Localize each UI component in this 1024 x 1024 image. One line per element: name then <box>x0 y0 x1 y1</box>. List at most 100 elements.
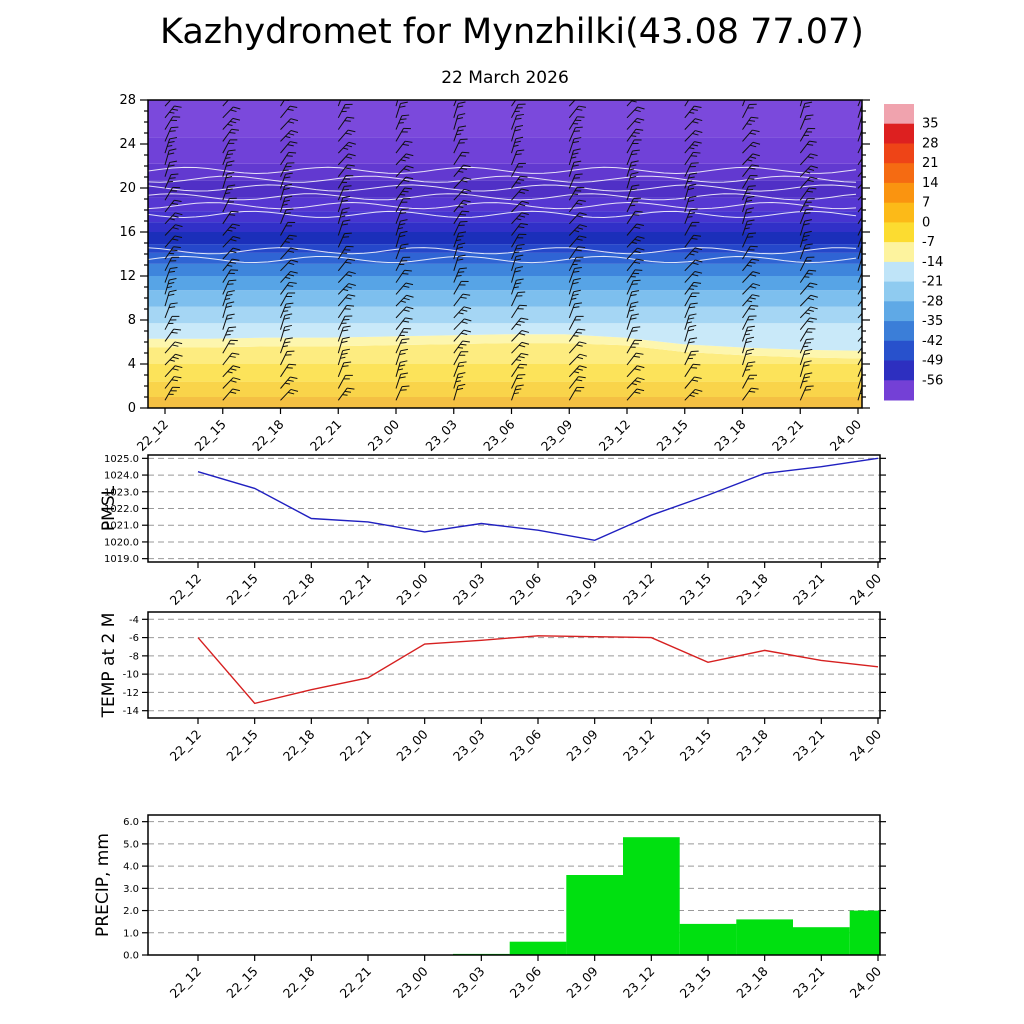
wind-barb <box>453 231 467 248</box>
wind-barb <box>222 377 241 389</box>
wind-barb <box>337 207 350 224</box>
y-tick-label: 1023.0 <box>104 487 139 498</box>
wind-barb <box>742 258 760 272</box>
wind-barb <box>395 328 412 342</box>
wind-barb <box>857 340 862 354</box>
wind-barb <box>395 348 408 366</box>
page-title: Kazhydromet for Mynzhilki(43.08 77.07) <box>160 12 864 52</box>
wind-barb <box>395 153 414 166</box>
wind-barb <box>742 103 757 119</box>
wind-barb <box>684 195 697 213</box>
wind-barb <box>511 352 529 366</box>
wind-barb <box>684 388 703 401</box>
wind-barb <box>164 235 183 248</box>
wind-barb <box>626 128 644 142</box>
wind-barb <box>742 185 756 201</box>
wind-barb <box>626 290 640 307</box>
x-tick-label: 22_18 <box>280 963 318 1001</box>
wind-barb <box>568 199 586 213</box>
wind-barb <box>337 245 354 260</box>
wind-barb <box>511 162 526 177</box>
y-tick-label: 4 <box>128 357 136 372</box>
wind-barb <box>742 294 760 307</box>
wind-barb <box>626 365 645 378</box>
wind-barb <box>799 338 814 354</box>
wind-barb <box>337 325 351 342</box>
wind-barb <box>568 278 581 295</box>
colorbar-segment <box>884 104 914 125</box>
x-tick-label: 23_12 <box>620 571 658 609</box>
x-tick-label: 22_15 <box>223 571 261 609</box>
wind-barb <box>280 376 298 389</box>
wind-barb <box>453 113 466 130</box>
x-tick-label: 22_21 <box>337 964 375 1002</box>
wind-barb <box>164 289 177 307</box>
wind-barb <box>742 387 759 401</box>
wind-barb <box>337 374 353 389</box>
x-tick-label: 22_12 <box>167 571 205 609</box>
wind-barb <box>280 172 293 189</box>
temp-band <box>148 232 862 245</box>
colorbar-segment <box>884 321 914 342</box>
x-tick-label: 23_09 <box>563 963 601 1001</box>
y-tick-label: 1021.0 <box>104 521 139 532</box>
wind-barb <box>799 114 814 130</box>
wind-barb <box>164 173 179 189</box>
precip-bar <box>623 837 680 955</box>
wind-barb <box>395 114 410 130</box>
wind-barb <box>511 243 525 260</box>
wind-barb <box>799 165 818 178</box>
wind-barb <box>222 160 235 177</box>
x-tick-label: 22_21 <box>307 417 345 455</box>
wind-barb <box>280 151 297 166</box>
wind-barb <box>511 341 530 354</box>
wind-barb <box>568 353 587 366</box>
wind-barb <box>280 195 293 213</box>
wind-barb <box>511 374 526 389</box>
wind-barb <box>453 329 472 342</box>
temp-band <box>148 290 862 307</box>
y-tick-label: 6.0 <box>123 817 139 828</box>
temp2m-panel: -14 -12 -10 -8 -6 -4 22_12 22_15 22_18 22_21 23_00… <box>99 611 886 764</box>
wind-barb <box>511 278 524 295</box>
temp-band <box>148 263 862 276</box>
y-tick-label: 3.0 <box>123 884 139 895</box>
y-tick-label: 1024.0 <box>104 471 139 482</box>
wind-barb <box>395 198 411 213</box>
x-tick-label: 23_18 <box>711 416 749 454</box>
wind-barb <box>568 315 584 330</box>
y-tick-label: 16 <box>119 225 136 240</box>
wind-barb <box>626 117 645 130</box>
contour-line <box>148 166 857 175</box>
precip-panel: 0.0 1.0 2.0 3.0 4.0 5.0 6.0 22_12 22_15 22_18 22_2… <box>93 814 886 1002</box>
colorbar-label: -42 <box>922 334 943 349</box>
wind-barb <box>280 130 299 142</box>
wind-barb <box>568 186 585 201</box>
precip-bars <box>453 837 880 955</box>
wind-barb <box>626 313 639 330</box>
wind-barb <box>568 386 585 401</box>
wind-barb <box>453 372 466 389</box>
contour-line <box>148 210 857 219</box>
wind-barb <box>511 304 527 319</box>
wind-barb <box>742 219 755 236</box>
precip-bar <box>679 923 737 955</box>
wind-barb <box>395 176 414 189</box>
wind-barb <box>626 149 640 166</box>
cross-section-panel: 0 4 8 12 16 20 24 28 22_12 22_15 22_18 22_21 23_00 23… <box>119 93 870 455</box>
colorbar-label: -28 <box>922 294 943 309</box>
wind-barb <box>511 100 521 107</box>
colorbar-segment <box>884 202 914 223</box>
wind-barb <box>626 279 641 295</box>
wind-barb <box>222 352 240 366</box>
wind-barb <box>164 212 183 225</box>
wind-barb <box>280 259 299 272</box>
x-tick-label: 22_18 <box>249 416 287 454</box>
colorbar-segment <box>884 360 914 381</box>
wind-barb <box>568 289 581 307</box>
wind-barb <box>857 188 862 201</box>
contour-line <box>148 193 857 201</box>
wind-barb <box>799 317 817 331</box>
wind-barb <box>684 281 702 295</box>
wind-barb <box>684 292 700 307</box>
